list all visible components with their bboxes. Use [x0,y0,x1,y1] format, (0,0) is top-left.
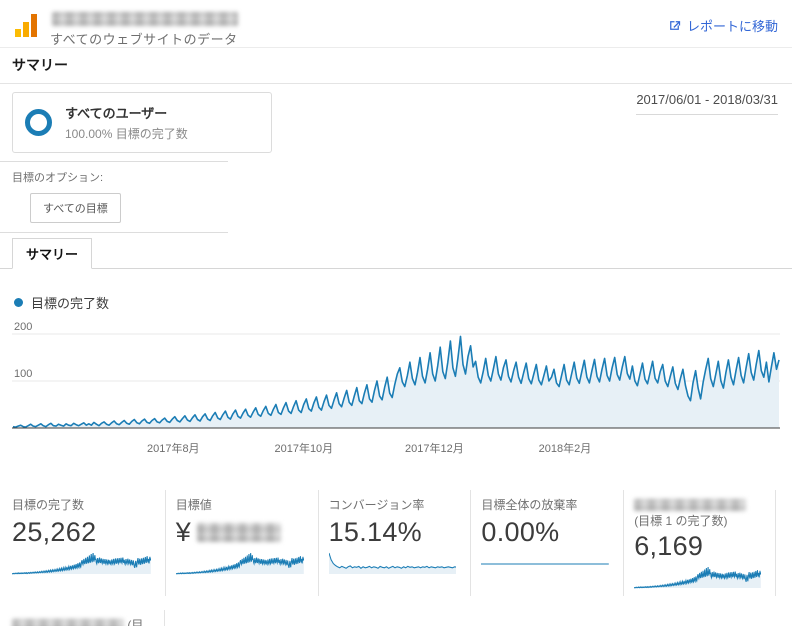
goal-completions-area-chart[interactable]: 200 100 [12,316,780,438]
metric-label: コンバージョン率 [328,498,425,512]
divider [0,232,228,233]
metric-value: 15.14% [328,517,422,547]
x-tick-oct: 2017年10月 [274,443,334,455]
divider [0,161,228,162]
open-in-new-icon [670,21,681,30]
abandonment-rate-sparkline [481,563,610,565]
tab-bar: サマリー [0,238,792,269]
y-tick-100: 100 [14,368,32,380]
metric-label: 目標値 [175,498,212,512]
metric-label: (目標 2 の完了数) [12,618,150,626]
legend-dot-icon [14,298,23,307]
empty-cell [623,610,776,626]
empty-cell [165,610,318,626]
x-tick-aug: 2017年8月 [146,443,200,455]
metric-goal2-completions[interactable]: (目標 2 の完了数) 19,093 [12,610,165,626]
conversion-rate-sparkline [328,552,457,574]
segment-card[interactable]: すべてのユーザー 100.00% 目標の完了数 [12,92,272,153]
redacted-label [12,619,124,626]
metric-label: 目標全体の放棄率 [481,498,578,512]
legend-label: 目標の完了数 [31,296,110,311]
empty-cell [318,610,471,626]
metric-goal-value[interactable]: 目標値 ¥ [164,490,318,597]
segment-detail: 100.00% 目標の完了数 [65,127,188,141]
metric-value: 6,169 [634,531,704,562]
metric-value: 0.00% [481,517,560,547]
goal-completions-sparkline [12,552,151,575]
metric-abandonment-rate[interactable]: 目標全体の放棄率 0.00% [470,490,623,597]
y-tick-200: 200 [14,321,32,333]
goal-options: 目標のオプション: すべての目標 [0,162,792,232]
segment-donut-icon [25,109,52,136]
goal-completions-chart-block: 目標の完了数 200 100 2017年8月 2017年10月 2017年12月… [0,269,792,456]
goal-options-label: 目標のオプション: [12,172,104,184]
view-subtitle: すべてのウェブサイトのデータ [50,32,238,47]
redacted-label [634,499,747,511]
metric-goal-completions[interactable]: 目標の完了数 25,262 [12,490,165,596]
metric-cards-row-2: (目標 2 の完了数) 19,093 [12,610,776,626]
metric-goal1-completions[interactable]: (目標 1 の完了数) 6,169 [623,490,776,597]
x-tick-feb: 2018年2月 [538,443,592,455]
summary-section-title: サマリー [0,48,792,84]
metric-cards-row-1: 目標の完了数 25,262 目標値 ¥ コンバージョン率 15.14% 目標全体… [12,490,776,597]
metric-value: ¥ [176,517,304,548]
goal1-completions-sparkline [634,567,761,589]
x-tick-dec: 2017年12月 [405,443,464,455]
account-name-redacted [52,12,238,26]
tab-summary[interactable]: サマリー [12,238,93,269]
metric-conversion-rate[interactable]: コンバージョン率 15.14% [317,490,471,597]
metric-label: 目標の完了数 [12,498,85,512]
goal-selector[interactable]: すべての目標 [30,193,121,223]
metric-value: 25,262 [12,517,97,547]
x-axis-labels: 2017年8月 2017年10月 2017年12月 2018年2月 [12,438,780,456]
segment-name: すべてのユーザー [65,106,168,121]
date-range[interactable]: 2017/06/01 - 2018/03/31 [636,92,778,115]
report-link-label: レポートに移動 [686,19,778,34]
goal-value-sparkline [175,552,304,575]
chart-legend: 目標の完了数 [12,293,780,312]
metric-label: (目標 1 の完了数) [634,498,761,529]
empty-cell [470,610,623,626]
analytics-logo-icon [15,14,37,37]
app-header: すべてのウェブサイトのデータ レポートに移動 [0,0,792,48]
redacted-value [197,523,282,542]
go-to-report-link[interactable]: レポートに移動 [667,16,778,35]
